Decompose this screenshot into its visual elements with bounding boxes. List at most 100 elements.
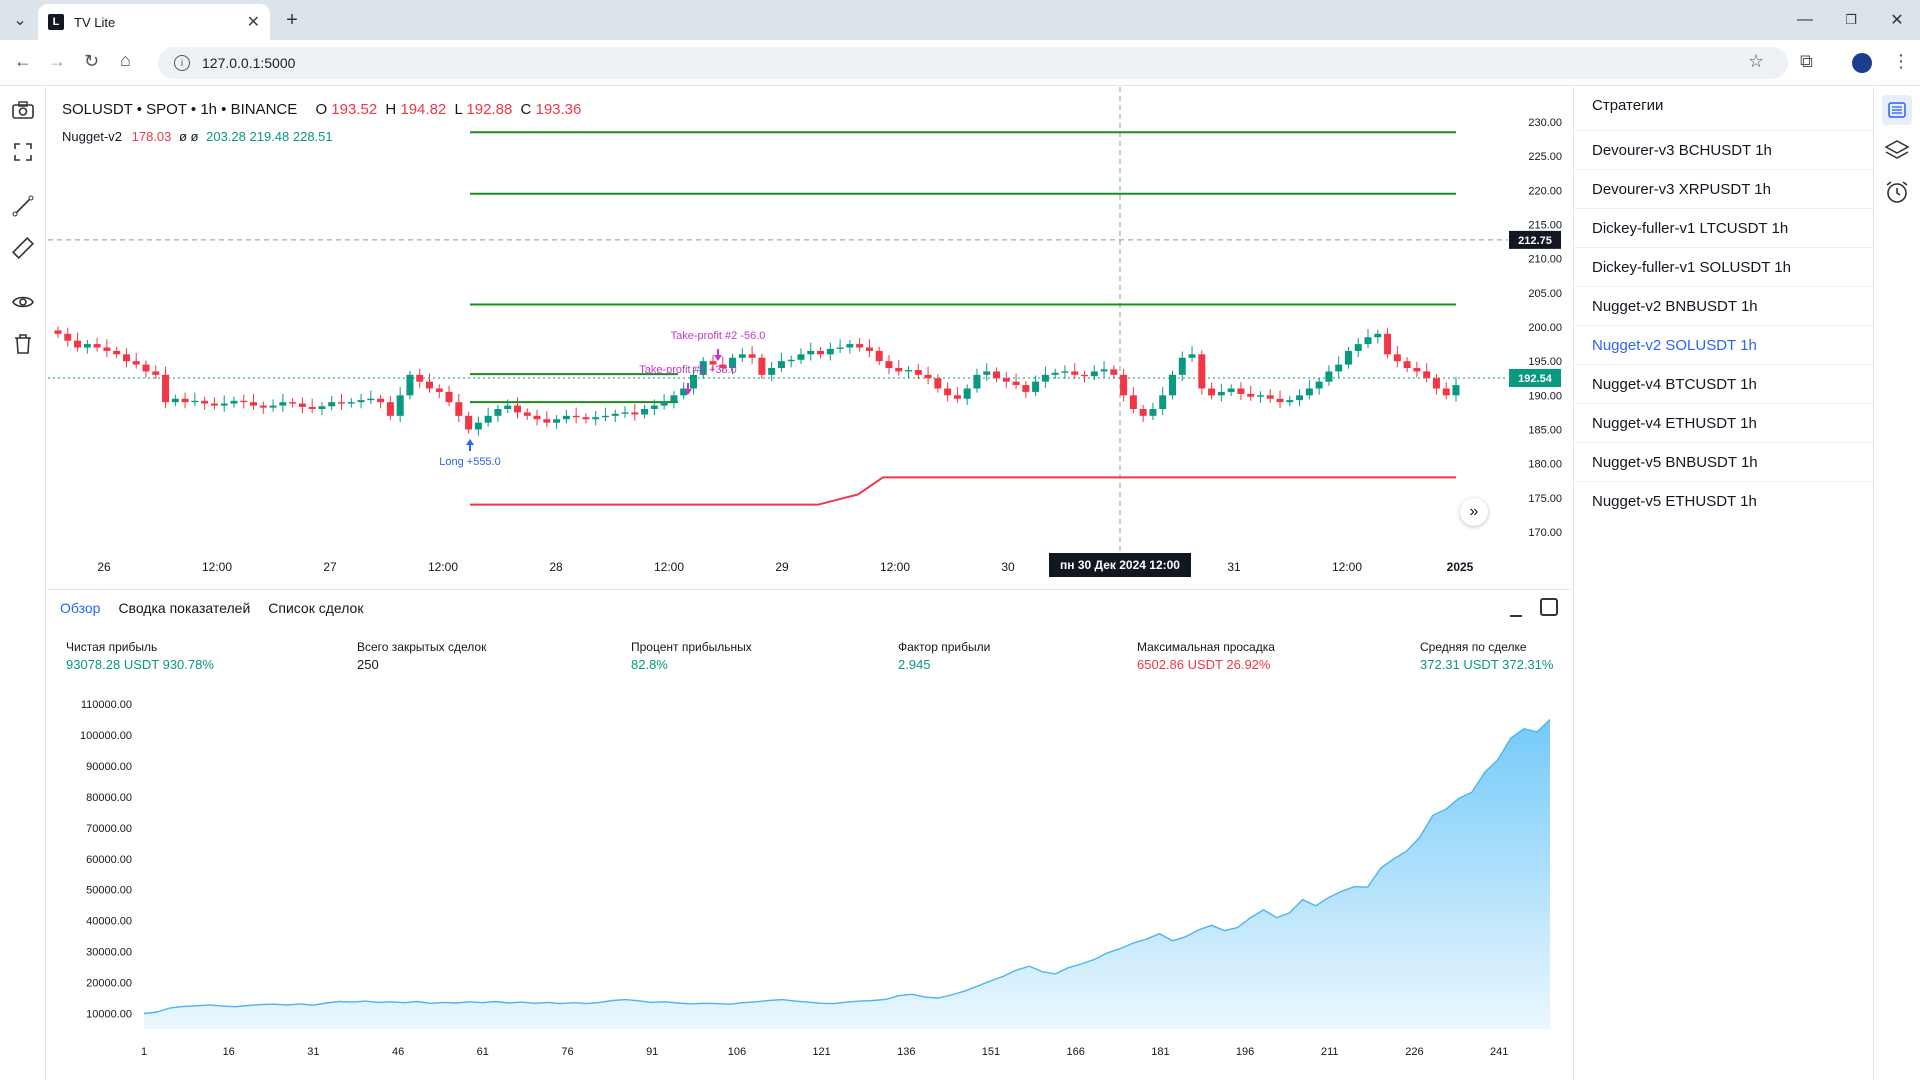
candle-body — [210, 403, 218, 406]
candle-body — [582, 417, 590, 420]
candle-body — [425, 381, 433, 389]
candle-body — [298, 403, 306, 407]
candle-body — [768, 368, 776, 375]
strategy-item[interactable]: Nugget-v4 BTCUSDT 1h — [1574, 364, 1874, 403]
strategy-item[interactable]: Devourer-v3 BCHUSDT 1h — [1574, 130, 1874, 169]
candle-body — [1364, 337, 1372, 345]
ruler-icon[interactable] — [10, 235, 36, 261]
home-icon[interactable]: ⌂ — [120, 50, 131, 70]
close-tab-icon[interactable]: ✕ — [246, 14, 260, 31]
window-close-icon[interactable]: ✕ — [1890, 12, 1904, 29]
extensions-icon[interactable]: ⧉ — [1800, 51, 1813, 71]
tab-summary[interactable]: Сводка показателей — [118, 600, 251, 616]
candle-body — [171, 398, 179, 403]
candle-body — [1247, 393, 1255, 397]
strategy-item[interactable]: Nugget-v2 SOLUSDT 1h — [1574, 325, 1874, 364]
bookmark-star-icon[interactable]: ☆ — [1748, 51, 1765, 71]
minimize-icon[interactable]: — — [1797, 11, 1813, 28]
candle-body — [670, 395, 678, 403]
candle-body — [279, 402, 287, 406]
strategy-item[interactable]: Nugget-v5 BNBUSDT 1h — [1574, 442, 1874, 481]
price-tick-label: 175.00 — [1528, 493, 1562, 505]
list-icon[interactable] — [1882, 95, 1912, 125]
candle-body — [122, 354, 130, 362]
crosshair-time-bg — [1049, 553, 1191, 577]
candle-body — [1188, 354, 1196, 358]
price-tick-label: 200.00 — [1528, 322, 1562, 334]
candle-body — [1071, 371, 1079, 375]
equity-x-tick-label: 226 — [1405, 1046, 1423, 1058]
candle-body — [1100, 369, 1108, 372]
eye-icon[interactable] — [10, 289, 36, 315]
trend-line-icon[interactable] — [10, 193, 36, 219]
equity-y-tick-label: 110000.00 — [81, 699, 132, 711]
scroll-to-realtime-button[interactable]: » — [1460, 498, 1488, 526]
candle-body — [758, 357, 766, 375]
camera-icon[interactable] — [10, 97, 36, 123]
last-price-label: 192.54 — [1518, 373, 1553, 385]
price-tick-label: 230.00 — [1528, 117, 1562, 129]
stat-label: Средняя по сделке — [1420, 640, 1527, 654]
new-tab-icon[interactable]: + — [286, 8, 298, 31]
strategy-item[interactable]: Nugget-v4 ETHUSDT 1h — [1574, 403, 1874, 442]
restore-icon[interactable]: ❐ — [1845, 12, 1857, 27]
tab-search-icon[interactable]: ⌄ — [13, 12, 27, 29]
candle-body — [1129, 395, 1137, 409]
trash-icon[interactable] — [10, 331, 36, 357]
candle-body — [1159, 395, 1167, 409]
fullscreen-icon[interactable] — [10, 139, 36, 165]
equity-y-tick-label: 30000.00 — [86, 947, 132, 959]
tab-trades-list[interactable]: Список сделок — [268, 600, 364, 616]
layers-icon[interactable] — [1884, 139, 1910, 168]
browser-menu-icon[interactable]: ⋮ — [1892, 51, 1910, 71]
candle-body — [1403, 361, 1411, 368]
trade-marker-label: Take-profit #1 +38.0 — [639, 364, 737, 376]
indicator-symbols: ø ø — [179, 129, 199, 144]
trade-marker-label: Long +555.0 — [439, 456, 500, 468]
candle-body — [875, 350, 883, 362]
strategy-item[interactable]: Nugget-v5 ETHUSDT 1h — [1574, 481, 1874, 520]
browser-tab[interactable]: L TV Lite ✕ — [38, 4, 270, 40]
candle-body — [484, 415, 492, 423]
stat-value: 2.945 — [898, 657, 931, 672]
time-tick-label: 12:00 — [654, 560, 684, 574]
strategies-title: Стратегии — [1592, 97, 1664, 114]
site-info-icon[interactable]: i — [174, 55, 190, 71]
candle-body — [953, 395, 961, 399]
candle-body — [1413, 368, 1421, 372]
tab-overview[interactable]: Обзор — [60, 600, 101, 616]
strategy-item[interactable]: Nugget-v2 BNBUSDT 1h — [1574, 286, 1874, 325]
back-icon[interactable]: ← — [14, 51, 32, 71]
url-field[interactable]: i 127.0.0.1:5000 — [158, 47, 1788, 79]
candle-body — [572, 415, 580, 418]
last-price-bg — [1509, 368, 1561, 387]
candle-body — [836, 347, 844, 349]
minimize-panel-icon[interactable] — [1508, 602, 1524, 618]
candle-body — [895, 368, 903, 372]
maximize-panel-icon[interactable] — [1540, 598, 1558, 616]
candle-body — [885, 361, 893, 368]
equity-x-tick-label: 31 — [307, 1046, 319, 1058]
strategy-item[interactable]: Dickey-fuller-v1 LTCUSDT 1h — [1574, 208, 1874, 247]
price-tick-label: 185.00 — [1528, 425, 1562, 437]
reload-icon[interactable]: ↻ — [84, 51, 100, 71]
candle-body — [719, 364, 727, 368]
candle-body — [74, 340, 82, 348]
equity-chart[interactable]: 110000.00100000.0090000.0080000.0070000.… — [48, 680, 1570, 1080]
candle-body — [592, 417, 600, 420]
candle-body — [611, 413, 619, 416]
equity-line — [143, 718, 1551, 1015]
stat-profit-factor: Фактор прибыли 2.945 — [898, 640, 990, 672]
strategy-item[interactable]: Devourer-v3 XRPUSDT 1h — [1574, 169, 1874, 208]
candle-body — [377, 398, 385, 403]
strategy-item[interactable]: Dickey-fuller-v1 SOLUSDT 1h — [1574, 247, 1874, 286]
candle-body — [474, 422, 482, 430]
price-chart[interactable]: 230.00 225.00 220.00 215.00 210.00 205.00 200.… — [48, 87, 1570, 587]
profile-avatar[interactable] — [1852, 53, 1872, 73]
stat-net-profit: Чистая прибыль 93078.28 USDT 930.78% — [66, 640, 214, 672]
alarm-clock-icon[interactable] — [1884, 179, 1910, 210]
price-chart-svg[interactable]: 230.00 225.00 220.00 215.00 210.00 205.00 200.… — [48, 87, 1570, 587]
forward-icon[interactable]: → — [48, 51, 66, 71]
indicator-legend[interactable]: Nugget-v2 178.03 ø ø 203.28 219.48 228.5… — [62, 129, 333, 144]
candle-body — [650, 405, 658, 409]
